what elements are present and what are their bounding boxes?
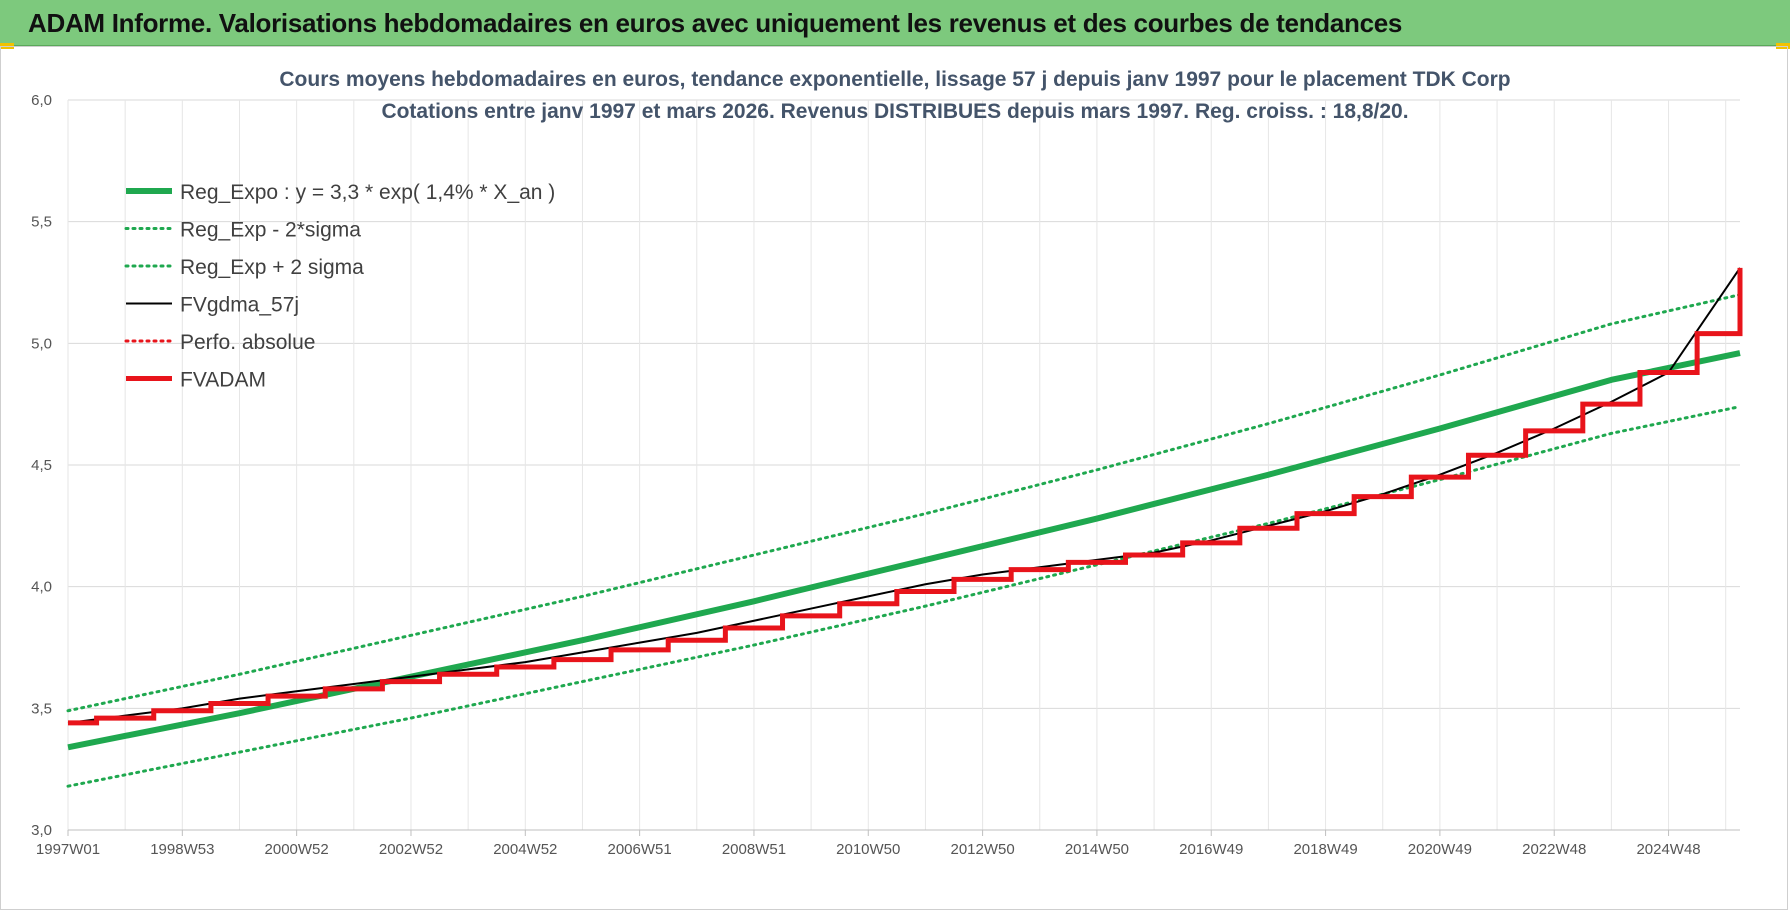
y-tick-label: 4,5 — [31, 457, 52, 474]
legend-label: FVADAM — [180, 369, 266, 392]
header-title: ADAM Informe. Valorisations hebdomadaire… — [28, 8, 1403, 38]
series-fvgdma-57j — [67, 267, 1741, 724]
y-tick-label: 3,5 — [31, 700, 52, 717]
x-tick-label: 2022W48 — [1522, 841, 1586, 858]
series-reg-exp-2-sigma — [66, 405, 1742, 788]
series-group — [66, 267, 1743, 788]
y-tick-label: 4,0 — [31, 579, 52, 596]
header-bar: ADAM Informe. Valorisations hebdomadaire… — [0, 0, 1790, 46]
y-tick-label: 3,0 — [31, 822, 52, 839]
legend-label: Reg_Exp + 2 sigma — [180, 256, 364, 279]
chart-subtitle: Cotations entre janv 1997 et mars 2026. … — [381, 100, 1408, 123]
x-tick-label: 1998W53 — [150, 841, 214, 858]
gridlines — [67, 99, 1740, 836]
x-tick-label: 2024W48 — [1636, 841, 1700, 858]
x-tick-label: 2010W50 — [836, 841, 900, 858]
x-tick-label: 1997W01 — [36, 841, 100, 858]
legend: Reg_Expo : y = 3,3 * exp( 1,4% * X_an ) R… — [124, 181, 555, 392]
chart-frame — [0, 46, 1788, 910]
chart-title: Cours moyens hebdomadaires en euros, ten… — [279, 68, 1510, 91]
x-tick-label: 2016W49 — [1179, 841, 1243, 858]
legend-label: Perfo. absolue — [180, 331, 315, 354]
x-tick-label: 2008W51 — [722, 841, 786, 858]
x-tick-label: 2004W52 — [493, 841, 557, 858]
series-reg-exp-2-sigma — [66, 293, 1742, 713]
y-tick-label: 5,5 — [31, 214, 52, 231]
x-tick-label: 2000W52 — [265, 841, 329, 858]
axis-labels: 3,0 3,5 4,0 4,5 5,0 5,5 6,0 1997W01 1998W53 2000W… — [31, 92, 1701, 858]
legend-label: FVgdma_57j — [180, 294, 299, 317]
x-tick-label: 2020W49 — [1408, 841, 1472, 858]
legend-label: Reg_Expo : y = 3,3 * exp( 1,4% * X_an ) — [180, 181, 555, 204]
y-tick-label: 5,0 — [31, 335, 52, 352]
x-tick-label: 2002W52 — [379, 841, 443, 858]
x-tick-label: 2012W50 — [950, 841, 1014, 858]
x-tick-label: 2018W49 — [1293, 841, 1357, 858]
legend-label: Reg_Exp - 2*sigma — [180, 219, 361, 242]
x-tick-label: 2014W50 — [1065, 841, 1129, 858]
line-chart: 3,0 3,5 4,0 4,5 5,0 5,5 6,0 1997W01 1998W53 2000W… — [31, 68, 1743, 858]
x-tick-label: 2006W51 — [608, 841, 672, 858]
y-tick-label: 6,0 — [31, 92, 52, 109]
series-fvadam — [68, 267, 1743, 726]
